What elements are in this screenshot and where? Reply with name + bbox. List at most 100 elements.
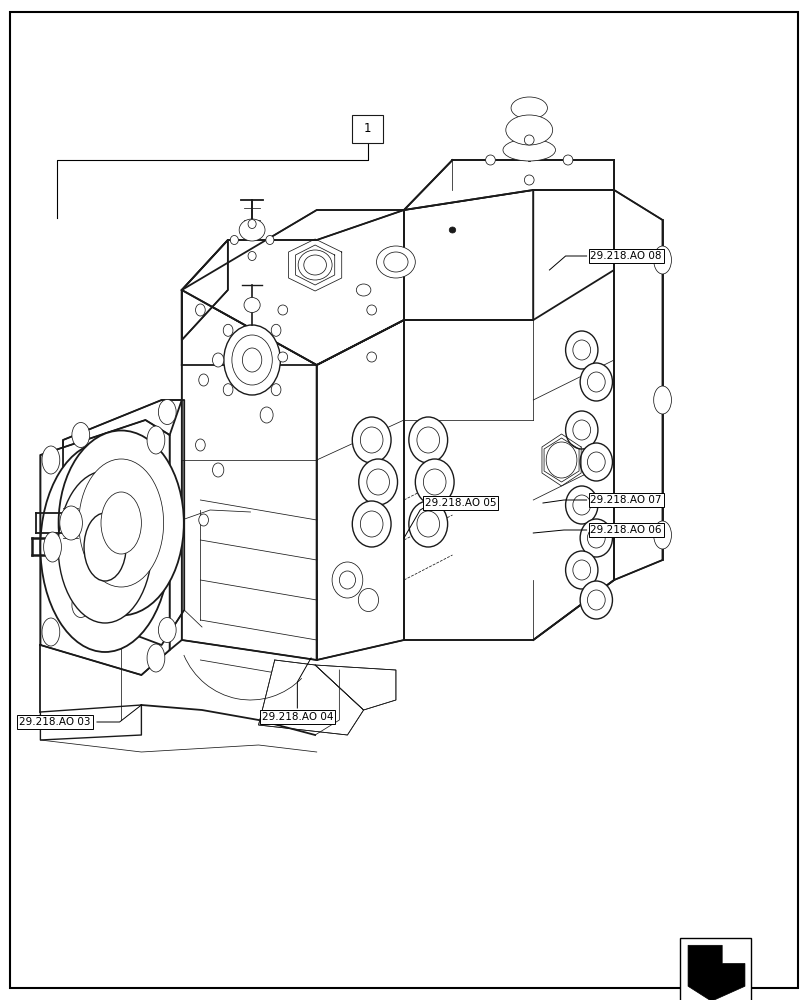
Ellipse shape: [417, 427, 440, 453]
Ellipse shape: [573, 495, 591, 515]
Ellipse shape: [587, 528, 605, 548]
Ellipse shape: [199, 514, 208, 526]
Ellipse shape: [223, 384, 233, 396]
Text: 29.218.AO 05: 29.218.AO 05: [425, 498, 496, 508]
Ellipse shape: [266, 235, 274, 244]
Ellipse shape: [506, 115, 553, 145]
Ellipse shape: [360, 511, 383, 537]
Ellipse shape: [271, 324, 281, 336]
Polygon shape: [404, 160, 614, 210]
Ellipse shape: [239, 219, 265, 241]
Ellipse shape: [654, 386, 671, 414]
Ellipse shape: [101, 492, 141, 554]
Ellipse shape: [377, 246, 415, 278]
Ellipse shape: [573, 560, 591, 580]
Text: 29.218.AO 07: 29.218.AO 07: [591, 495, 662, 505]
Polygon shape: [182, 210, 404, 365]
Ellipse shape: [423, 469, 446, 495]
Ellipse shape: [409, 501, 448, 547]
Polygon shape: [404, 190, 614, 640]
Ellipse shape: [580, 443, 612, 481]
Ellipse shape: [278, 305, 288, 315]
Ellipse shape: [248, 220, 256, 229]
Ellipse shape: [158, 617, 176, 643]
Ellipse shape: [58, 430, 184, 615]
Ellipse shape: [40, 442, 170, 652]
Ellipse shape: [278, 352, 288, 362]
Polygon shape: [688, 945, 745, 1000]
Ellipse shape: [486, 155, 495, 165]
Ellipse shape: [367, 352, 377, 362]
Ellipse shape: [449, 227, 456, 233]
Text: 29.218.AO 04: 29.218.AO 04: [262, 712, 333, 722]
Ellipse shape: [352, 501, 391, 547]
Polygon shape: [259, 660, 364, 735]
Polygon shape: [317, 320, 404, 660]
Ellipse shape: [332, 562, 363, 598]
Ellipse shape: [230, 235, 238, 244]
Polygon shape: [40, 420, 170, 675]
Ellipse shape: [654, 521, 671, 549]
Ellipse shape: [511, 97, 548, 119]
Ellipse shape: [213, 463, 224, 477]
Ellipse shape: [417, 511, 440, 537]
Ellipse shape: [72, 592, 90, 617]
Ellipse shape: [72, 422, 90, 448]
Ellipse shape: [232, 335, 272, 385]
Ellipse shape: [359, 459, 398, 505]
Ellipse shape: [223, 324, 233, 336]
Ellipse shape: [298, 250, 332, 280]
Bar: [680, 938, 751, 1000]
Text: 1: 1: [364, 122, 372, 135]
Ellipse shape: [158, 399, 176, 424]
Ellipse shape: [58, 471, 152, 623]
Ellipse shape: [573, 340, 591, 360]
Ellipse shape: [566, 411, 598, 449]
Ellipse shape: [42, 618, 60, 646]
Ellipse shape: [566, 486, 598, 524]
Ellipse shape: [224, 325, 280, 395]
Ellipse shape: [580, 581, 612, 619]
Ellipse shape: [415, 459, 454, 505]
Polygon shape: [182, 210, 404, 365]
Ellipse shape: [580, 363, 612, 401]
Ellipse shape: [213, 353, 224, 367]
Ellipse shape: [60, 506, 82, 540]
Ellipse shape: [367, 305, 377, 315]
Ellipse shape: [352, 417, 391, 463]
Ellipse shape: [503, 139, 556, 161]
Ellipse shape: [242, 348, 262, 372]
Ellipse shape: [573, 420, 591, 440]
Ellipse shape: [199, 374, 208, 386]
Ellipse shape: [654, 246, 671, 274]
Ellipse shape: [384, 252, 408, 272]
Ellipse shape: [196, 304, 205, 316]
Ellipse shape: [566, 331, 598, 369]
Ellipse shape: [524, 135, 534, 145]
Bar: [352, 115, 383, 143]
Ellipse shape: [84, 513, 126, 581]
Ellipse shape: [587, 372, 605, 392]
Ellipse shape: [360, 427, 383, 453]
Ellipse shape: [409, 417, 448, 463]
Text: 29.218.AO 06: 29.218.AO 06: [591, 525, 662, 535]
Ellipse shape: [248, 251, 256, 260]
Polygon shape: [404, 190, 614, 320]
Text: 29.218.AO 03: 29.218.AO 03: [19, 717, 90, 727]
Ellipse shape: [244, 297, 260, 312]
Ellipse shape: [42, 446, 60, 474]
Polygon shape: [614, 190, 663, 580]
Ellipse shape: [196, 439, 205, 451]
Ellipse shape: [78, 459, 163, 587]
Ellipse shape: [367, 469, 389, 495]
Ellipse shape: [44, 532, 61, 562]
Ellipse shape: [359, 588, 379, 611]
Ellipse shape: [587, 452, 605, 472]
Ellipse shape: [356, 284, 371, 296]
Ellipse shape: [271, 384, 281, 396]
Ellipse shape: [147, 426, 165, 454]
Ellipse shape: [260, 407, 273, 423]
Ellipse shape: [524, 175, 534, 185]
Text: 29.218.AO 08: 29.218.AO 08: [591, 251, 662, 261]
Ellipse shape: [580, 519, 612, 557]
